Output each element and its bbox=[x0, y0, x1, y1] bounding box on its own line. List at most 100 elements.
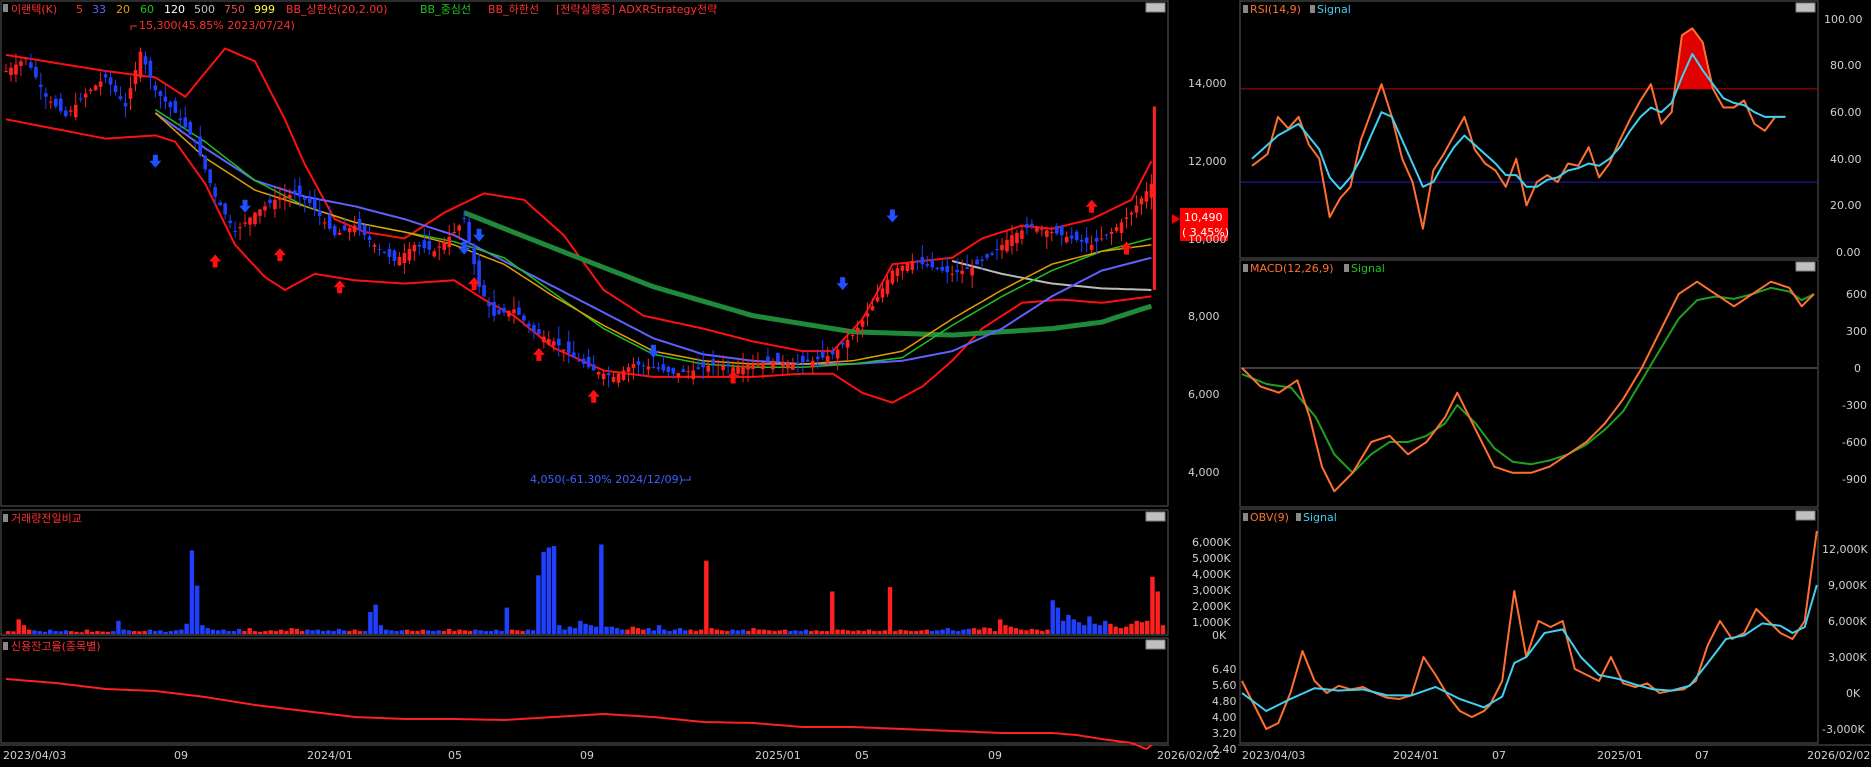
volume-bar bbox=[147, 629, 153, 634]
candle-body bbox=[1064, 236, 1069, 243]
bb-band-area bbox=[5, 47, 1153, 404]
x-tick: 2025/01 bbox=[1597, 749, 1643, 762]
candle-body bbox=[442, 241, 447, 251]
candle-body bbox=[875, 297, 880, 302]
candle-body bbox=[527, 323, 531, 327]
candle-body bbox=[915, 260, 920, 263]
legend-swatch bbox=[1344, 264, 1349, 272]
sell-arrow bbox=[886, 209, 899, 223]
volume-bar bbox=[1024, 630, 1029, 634]
volume-y-tick: 5,000K bbox=[1192, 552, 1231, 565]
buy-arrow bbox=[532, 347, 545, 361]
candle-body bbox=[671, 367, 676, 374]
candle-body bbox=[367, 236, 372, 241]
candle-body bbox=[860, 320, 865, 327]
x-tick: 2026/02/02 bbox=[1807, 749, 1870, 762]
candle-body bbox=[1074, 231, 1079, 241]
volume-bar bbox=[887, 587, 893, 634]
volume-bar bbox=[1092, 623, 1097, 634]
sell-arrow bbox=[473, 228, 486, 242]
volume-bar bbox=[131, 631, 137, 634]
volume-bar bbox=[1019, 629, 1024, 634]
volume-bar bbox=[179, 629, 184, 634]
obv-panel-maximize-button[interactable] bbox=[1795, 510, 1816, 521]
ma120-line bbox=[951, 260, 1152, 291]
volume-bar bbox=[641, 629, 646, 634]
volume-bar bbox=[688, 629, 693, 634]
volume-bar bbox=[504, 607, 510, 634]
legend-ma500: 500 bbox=[194, 3, 215, 16]
candle-body bbox=[815, 356, 820, 360]
obv-panel-frame bbox=[1239, 508, 1819, 744]
volume-bar bbox=[310, 630, 315, 634]
volume-panel-maximize-button[interactable] bbox=[1145, 511, 1166, 522]
legend-swatch bbox=[1243, 264, 1248, 272]
x-tick: 09 bbox=[988, 749, 1002, 762]
rsi-panel-maximize-button[interactable] bbox=[1795, 2, 1816, 13]
candle-body bbox=[327, 214, 332, 229]
candle-body bbox=[696, 367, 701, 369]
volume-bar bbox=[709, 628, 714, 634]
volume-bar bbox=[37, 631, 42, 634]
candle-body bbox=[293, 190, 297, 194]
volume-bar bbox=[1160, 625, 1166, 634]
candle-body bbox=[666, 366, 671, 373]
candle-body bbox=[542, 336, 546, 343]
credit-panel-maximize-button[interactable] bbox=[1145, 639, 1166, 650]
volume-bar bbox=[856, 630, 861, 634]
volume-bar bbox=[89, 631, 95, 634]
legend-swatch bbox=[3, 4, 8, 12]
buy-arrow bbox=[727, 370, 740, 384]
candle-body bbox=[317, 210, 322, 216]
x-tick: 2023/04/03 bbox=[3, 749, 66, 762]
rsi-y-tick: 60.00 bbox=[1830, 106, 1862, 119]
macd-signal-legend-label: Signal bbox=[1351, 262, 1385, 275]
candle-body bbox=[298, 185, 302, 197]
candle-body bbox=[835, 349, 840, 359]
candle-body bbox=[417, 245, 422, 247]
volume-bar bbox=[357, 631, 363, 634]
legend-bb-upper: BB_상한선(20,2.00) bbox=[286, 3, 388, 16]
candle-body bbox=[552, 341, 556, 346]
volume-bar bbox=[436, 630, 441, 634]
candle-body bbox=[153, 85, 158, 91]
rsi-line bbox=[1251, 27, 1786, 230]
volume-bar bbox=[798, 631, 803, 634]
buy-arrow bbox=[209, 254, 222, 268]
candle-body bbox=[606, 373, 611, 376]
volume-bar bbox=[893, 631, 898, 634]
volume-bar bbox=[63, 630, 69, 634]
macd-plot bbox=[1241, 280, 1817, 493]
volume-bar bbox=[32, 630, 37, 634]
volume-bar bbox=[478, 630, 483, 634]
volume-bar bbox=[1155, 591, 1160, 634]
candle-body bbox=[1139, 198, 1144, 205]
candle-body bbox=[362, 225, 367, 236]
volume-bar bbox=[656, 625, 662, 634]
buy-arrow bbox=[1120, 241, 1133, 255]
candle-body bbox=[34, 66, 38, 78]
candle-body bbox=[467, 221, 471, 242]
volume-bar bbox=[667, 631, 672, 634]
candle-body bbox=[746, 364, 750, 370]
volume-bar bbox=[793, 630, 798, 634]
volume-bar bbox=[68, 631, 74, 634]
min-price-label: 4,050(-61.30% 2024/12/09) bbox=[530, 473, 683, 486]
volume-bar bbox=[693, 631, 699, 634]
volume-bar bbox=[677, 628, 683, 634]
volume-bar bbox=[415, 631, 420, 634]
volume-bar bbox=[719, 630, 725, 634]
volume-bar bbox=[929, 631, 935, 634]
price-panel-maximize-button[interactable] bbox=[1145, 2, 1166, 13]
volume-bar bbox=[488, 631, 494, 634]
candle-body bbox=[1050, 232, 1054, 233]
candle-body bbox=[143, 56, 148, 65]
candle-body bbox=[980, 259, 984, 261]
candle-body bbox=[128, 88, 133, 99]
macd-panel-maximize-button[interactable] bbox=[1795, 261, 1816, 272]
volume-bar bbox=[525, 629, 531, 634]
price-y-tick: 6,000 bbox=[1188, 388, 1220, 401]
legend-swatch bbox=[1243, 513, 1248, 521]
candle-body bbox=[457, 225, 461, 231]
